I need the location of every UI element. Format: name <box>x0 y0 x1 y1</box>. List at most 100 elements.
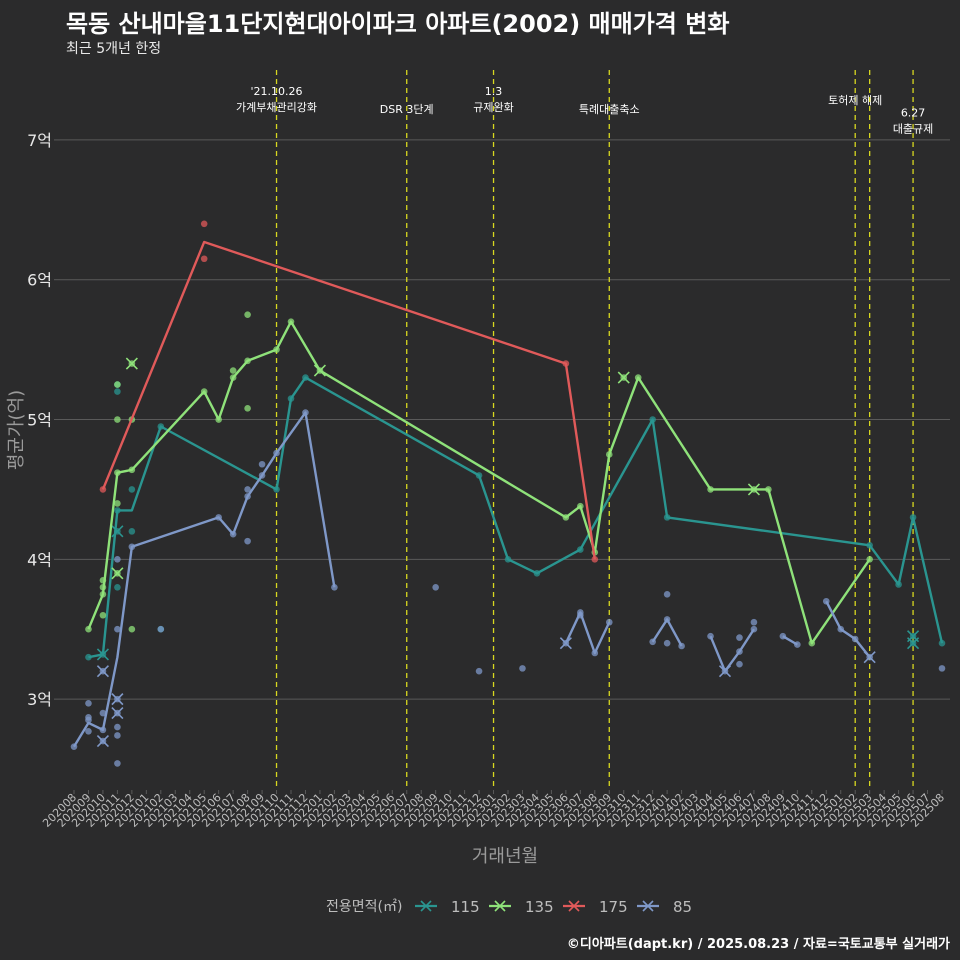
data-point-115 <box>533 570 541 577</box>
cross-marker-85 <box>96 665 109 678</box>
series-layer <box>70 220 946 767</box>
data-point-85 <box>519 665 526 672</box>
data-point-85 <box>70 743 78 750</box>
data-point-135 <box>605 451 613 458</box>
data-point-135 <box>562 514 570 521</box>
data-point-115 <box>938 639 946 647</box>
series-85 <box>70 409 946 767</box>
series-line-135 <box>87 320 871 645</box>
legend-swatch-cross <box>568 900 580 912</box>
data-point-85 <box>736 634 743 641</box>
series-line-115 <box>88 376 944 659</box>
data-point-135 <box>114 469 121 476</box>
chart-title: 목동 산내마을11단지현대아이파크 아파트(2002) 매매가격 변화 <box>66 10 730 38</box>
legend-item-115: 115 <box>415 898 480 916</box>
y-tick-label: 3억 <box>27 690 52 709</box>
data-point-85 <box>605 618 613 626</box>
series-line-85 <box>709 628 755 673</box>
data-point-135 <box>287 318 295 325</box>
data-point-85 <box>99 709 107 717</box>
event-label: 특례대출축소 <box>579 103 640 116</box>
data-point-85 <box>851 635 859 643</box>
cross-marker-85 <box>111 707 124 720</box>
y-tick-label: 5억 <box>27 411 52 430</box>
data-point-85 <box>85 714 92 721</box>
data-point-85 <box>114 625 121 633</box>
data-point-115 <box>475 472 483 479</box>
data-point-85 <box>475 667 483 675</box>
data-point-115 <box>649 416 656 423</box>
event-label: '21.10.26 <box>251 85 303 98</box>
data-point-85 <box>85 700 92 707</box>
data-point-85 <box>114 760 121 767</box>
grid-layer <box>54 139 950 700</box>
legend-swatch-cross <box>420 900 432 912</box>
data-point-85 <box>736 648 743 655</box>
data-point-85 <box>938 665 946 672</box>
data-point-85 <box>128 543 136 551</box>
data-point-175 <box>99 486 107 493</box>
data-point-85 <box>85 727 92 735</box>
data-point-85 <box>837 625 845 633</box>
legend: 전용면적(㎡) 115 135 175 85 <box>326 898 692 916</box>
data-point-135 <box>707 486 714 493</box>
legend-item-85: 85 <box>637 898 692 916</box>
data-point-175 <box>562 360 570 367</box>
data-point-135 <box>99 583 107 591</box>
y-tick-label: 4억 <box>27 550 52 569</box>
legend-label: 115 <box>451 898 480 916</box>
legend-label: 85 <box>673 898 692 916</box>
data-point-85 <box>678 642 685 650</box>
data-point-135 <box>114 416 121 423</box>
data-point-85 <box>157 625 165 633</box>
series-135 <box>85 311 873 647</box>
data-point-85 <box>577 611 584 619</box>
legend-label: 175 <box>599 898 628 916</box>
data-point-85 <box>229 530 237 538</box>
data-point-85 <box>649 638 656 646</box>
data-point-85 <box>736 660 743 668</box>
data-point-115 <box>114 583 121 591</box>
data-point-135 <box>85 625 92 633</box>
data-point-85 <box>258 460 266 468</box>
data-point-135 <box>114 381 121 388</box>
data-point-85 <box>244 493 251 500</box>
data-point-85 <box>331 583 338 591</box>
data-point-85 <box>244 537 251 545</box>
event-label: DSR 3단계 <box>380 103 434 116</box>
axis-layer: 3억4억5억6억7억202008202009202010202011202012… <box>6 131 947 867</box>
cross-marker-135 <box>313 364 326 377</box>
data-point-135 <box>99 590 107 598</box>
cross-marker-85 <box>559 637 572 650</box>
y-axis-title: 평균가(억) <box>6 390 27 470</box>
data-point-135 <box>634 374 642 381</box>
cross-marker-85 <box>863 651 876 664</box>
data-point-135 <box>808 639 816 647</box>
data-point-115 <box>157 423 165 430</box>
series-line-85 <box>564 611 611 655</box>
data-point-85 <box>663 639 671 647</box>
legend-item-135: 135 <box>489 898 554 916</box>
data-point-135 <box>128 466 136 474</box>
legend-label: 135 <box>525 898 554 916</box>
data-point-115 <box>895 581 902 588</box>
cross-marker-135 <box>111 567 124 580</box>
event-label: 규제완화 <box>473 101 513 114</box>
series-line-85 <box>825 600 871 658</box>
data-point-85 <box>750 625 758 633</box>
data-point-115 <box>273 486 280 493</box>
data-point-135 <box>244 311 251 318</box>
data-point-135 <box>114 500 121 507</box>
data-point-135 <box>229 367 237 374</box>
series-115 <box>85 374 946 661</box>
cross-marker-135 <box>747 483 760 496</box>
data-point-135 <box>866 556 873 563</box>
data-point-135 <box>765 486 772 493</box>
event-label: 6.27 <box>901 107 926 120</box>
data-point-175 <box>200 220 208 228</box>
data-point-85 <box>663 590 671 598</box>
data-point-85 <box>244 486 251 493</box>
event-label: 대출규제 <box>893 123 933 136</box>
data-point-135 <box>215 416 222 423</box>
